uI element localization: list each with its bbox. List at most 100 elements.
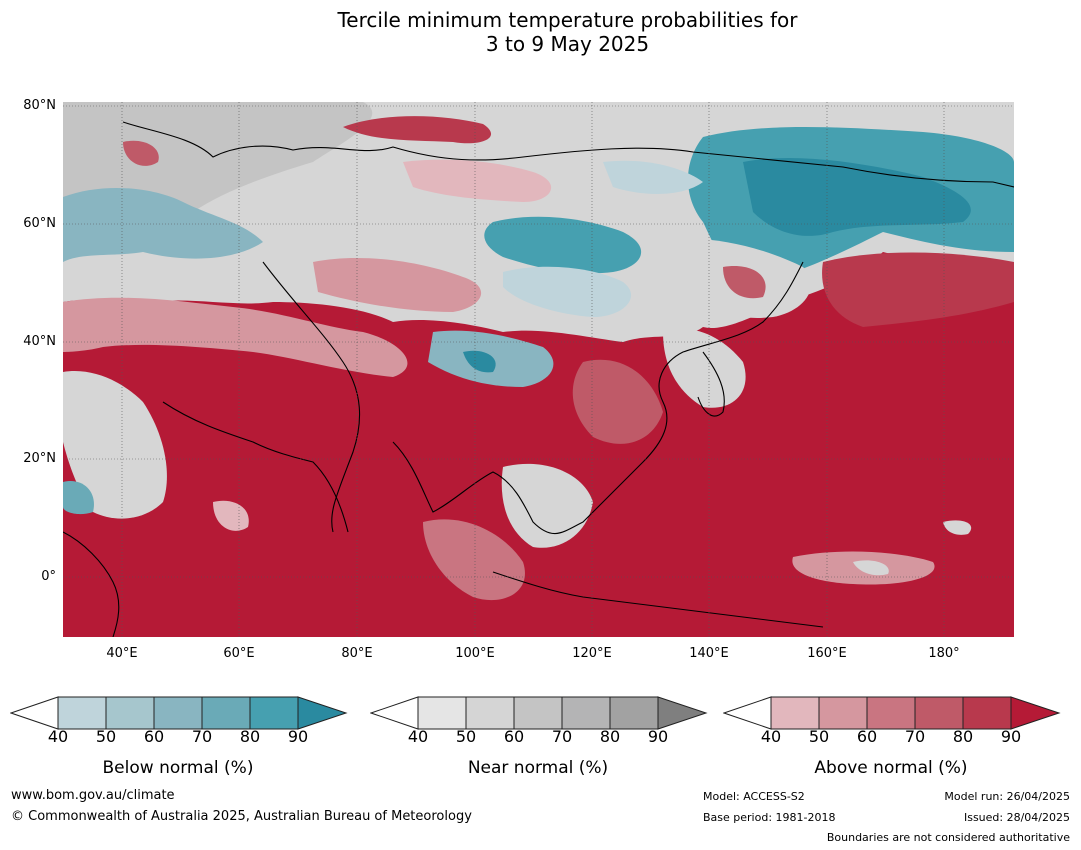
coastlines bbox=[63, 121, 1014, 637]
cbar-above-tick-70: 70 bbox=[904, 727, 926, 746]
colorbar-below-normal: 40 50 60 70 80 90 Below normal (%) bbox=[10, 696, 350, 786]
colorbar-above-normal: 40 50 60 70 80 90 Above normal (%) bbox=[723, 696, 1063, 786]
cbar-near-tick-80: 80 bbox=[599, 727, 621, 746]
below-normal-light-patch bbox=[603, 160, 703, 194]
above-normal-east-china bbox=[572, 359, 663, 444]
cbar-below-tick-40: 40 bbox=[47, 727, 69, 746]
above-normal-arabian-sea-patch bbox=[213, 500, 249, 531]
above-normal-mongolia bbox=[313, 257, 482, 312]
colorbar-near-ticks: 40 50 60 70 80 90 bbox=[370, 727, 710, 747]
map-title-line-2: 3 to 9 May 2025 bbox=[485, 32, 650, 56]
colorbar-above-normal-swatches bbox=[723, 696, 1061, 730]
cbar-below-tick-60: 60 bbox=[143, 727, 165, 746]
cbar-near-tick-40: 40 bbox=[407, 727, 429, 746]
lat-label-40n: 40°N bbox=[23, 334, 56, 349]
below-normal-west-siberia bbox=[63, 187, 263, 262]
above-normal-north-pacific bbox=[822, 252, 1014, 327]
cbar-above-tick-80: 80 bbox=[952, 727, 974, 746]
lon-label-160e: 160°E bbox=[807, 646, 847, 661]
cbar-below-tick-90: 90 bbox=[287, 727, 309, 746]
below-normal-red-sea bbox=[63, 481, 94, 515]
cbar-above-swatch-2 bbox=[818, 696, 868, 730]
lon-label-40e: 40°E bbox=[106, 646, 138, 661]
above-normal-sakhalin bbox=[723, 266, 766, 299]
east-africa-coast bbox=[63, 531, 120, 637]
cbar-near-tick-60: 60 bbox=[503, 727, 525, 746]
website-link[interactable]: www.bom.gov.au/climate bbox=[11, 788, 175, 803]
map-title: Tercile minimum temperature probabilitie… bbox=[0, 8, 1081, 56]
cbar-near-swatch-4 bbox=[561, 696, 611, 730]
cbar-below-swatch-4 bbox=[201, 696, 251, 730]
lon-label-60e: 60°E bbox=[223, 646, 255, 661]
asia-coastline bbox=[392, 261, 804, 535]
near-normal-japan-region bbox=[663, 328, 746, 408]
lat-label-20n: 20°N bbox=[23, 451, 56, 466]
colorbar-below-normal-swatches bbox=[10, 696, 348, 730]
model-run-date: Model run: 26/04/2025 bbox=[944, 790, 1070, 803]
below-normal-light-china bbox=[503, 266, 632, 317]
colorbar-near-normal: 40 50 60 70 80 90 Near normal (%) bbox=[370, 696, 710, 786]
cbar-near-swatch-2 bbox=[465, 696, 515, 730]
cbar-above-tick-60: 60 bbox=[856, 727, 878, 746]
cbar-near-swatch-6 bbox=[657, 696, 708, 730]
above-normal-central-asia bbox=[63, 297, 408, 377]
lon-label-180: 180° bbox=[928, 646, 960, 661]
cbar-above-swatch-4 bbox=[914, 696, 964, 730]
japan-coast bbox=[697, 351, 725, 417]
lat-label-80n: 80°N bbox=[23, 98, 56, 113]
boundaries-disclaimer: Boundaries are not considered authoritat… bbox=[826, 831, 1070, 844]
cbar-below-swatch-1 bbox=[57, 696, 107, 730]
below-normal-central-siberia bbox=[484, 216, 642, 274]
lon-label-140e: 140°E bbox=[689, 646, 729, 661]
above-normal-indian-ocean-light bbox=[423, 519, 525, 601]
near-normal-arabia bbox=[63, 371, 167, 519]
below-normal-tibet-core bbox=[463, 350, 496, 373]
near-normal-pacific-patch-east bbox=[943, 520, 972, 535]
colorbar-near-normal-swatches bbox=[370, 696, 708, 730]
cbar-above-swatch-5 bbox=[962, 696, 1012, 730]
cbar-above-tick-90: 90 bbox=[1000, 727, 1022, 746]
graticule bbox=[63, 102, 1014, 637]
cbar-above-swatch-6 bbox=[1010, 696, 1061, 730]
near-normal-pacific-patch bbox=[853, 560, 889, 576]
cbar-below-swatch-2 bbox=[105, 696, 155, 730]
issued-date: Issued: 28/04/2025 bbox=[963, 811, 1070, 824]
cbar-near-swatch-1 bbox=[417, 696, 467, 730]
cbar-below-swatch-0 bbox=[10, 696, 59, 730]
cbar-below-tick-80: 80 bbox=[239, 727, 261, 746]
cbar-below-swatch-3 bbox=[153, 696, 203, 730]
cbar-below-tick-50: 50 bbox=[95, 727, 117, 746]
lon-label-120e: 120°E bbox=[572, 646, 612, 661]
above-normal-light-siberia bbox=[403, 159, 552, 202]
lon-label-80e: 80°E bbox=[341, 646, 373, 661]
arctic-coastline bbox=[122, 121, 1014, 188]
lon-label-100e: 100°E bbox=[455, 646, 495, 661]
above-normal-scandinavia bbox=[123, 140, 159, 166]
colorbar-below-label: Below normal (%) bbox=[102, 758, 254, 778]
map-drawing bbox=[63, 102, 1014, 637]
base-period: Base period: 1981-2018 bbox=[703, 811, 836, 824]
cbar-near-tick-90: 90 bbox=[647, 727, 669, 746]
lat-label-equator: 0° bbox=[41, 569, 56, 584]
cbar-near-tick-70: 70 bbox=[551, 727, 573, 746]
cbar-below-swatch-6 bbox=[297, 696, 348, 730]
colorbar-below-ticks: 40 50 60 70 80 90 bbox=[10, 727, 350, 747]
probability-map bbox=[63, 102, 1014, 637]
copyright-notice: © Commonwealth of Australia 2025, Austra… bbox=[11, 809, 472, 824]
cbar-below-tick-70: 70 bbox=[191, 727, 213, 746]
model-name: Model: ACCESS-S2 bbox=[703, 790, 805, 803]
indonesia-coast bbox=[492, 571, 824, 628]
lat-label-60n: 60°N bbox=[23, 216, 56, 231]
cbar-near-swatch-0 bbox=[370, 696, 419, 730]
cbar-above-tick-50: 50 bbox=[808, 727, 830, 746]
cbar-above-swatch-0 bbox=[723, 696, 772, 730]
colorbar-above-ticks: 40 50 60 70 80 90 bbox=[723, 727, 1063, 747]
cbar-below-swatch-5 bbox=[249, 696, 299, 730]
colorbar-near-label: Near normal (%) bbox=[467, 758, 609, 778]
map-title-line-1: Tercile minimum temperature probabilitie… bbox=[337, 8, 798, 32]
cbar-near-swatch-5 bbox=[609, 696, 659, 730]
arabia-coast bbox=[162, 401, 349, 533]
colorbar-above-label: Above normal (%) bbox=[814, 758, 968, 778]
near-normal-indochina bbox=[501, 463, 593, 548]
cbar-near-tick-50: 50 bbox=[455, 727, 477, 746]
